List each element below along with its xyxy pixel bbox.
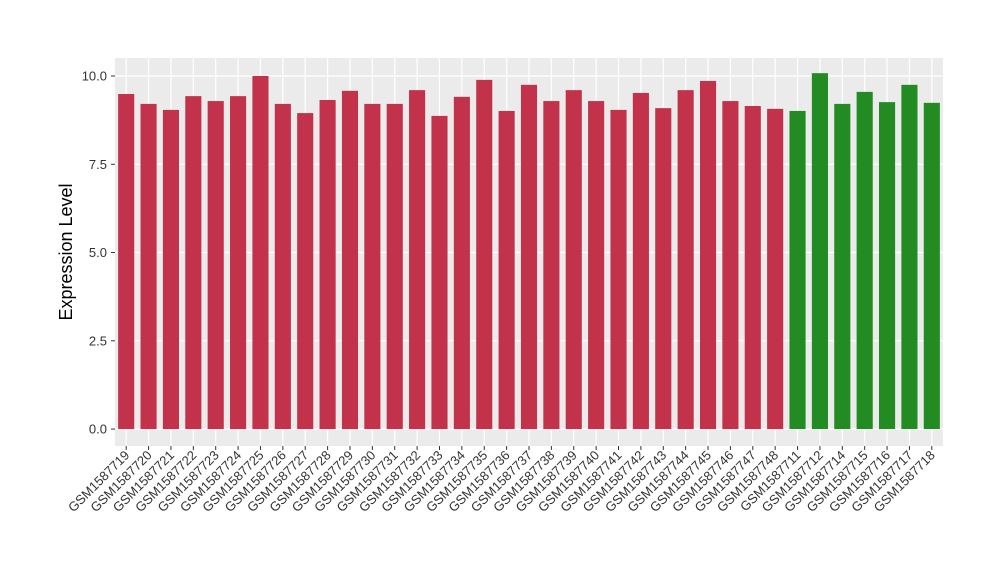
bar bbox=[632, 92, 649, 430]
bar bbox=[856, 91, 873, 430]
bar bbox=[297, 113, 314, 430]
bar bbox=[878, 102, 896, 430]
bar bbox=[901, 84, 918, 430]
y-tick-label: 0.0 bbox=[89, 422, 107, 437]
y-axis-label: Expression Level bbox=[56, 183, 76, 320]
bar bbox=[610, 109, 627, 430]
bar bbox=[453, 96, 470, 430]
bar bbox=[543, 101, 560, 430]
y-tick-label: 2.5 bbox=[89, 333, 107, 348]
bar bbox=[520, 84, 538, 430]
bar bbox=[655, 108, 672, 430]
bar bbox=[834, 103, 851, 430]
bar bbox=[118, 94, 135, 430]
bar bbox=[811, 73, 828, 430]
y-tick-label: 10.0 bbox=[82, 69, 107, 84]
bar bbox=[699, 80, 717, 430]
bar bbox=[252, 76, 269, 430]
bar bbox=[565, 90, 582, 430]
bar bbox=[744, 106, 761, 430]
bar bbox=[319, 100, 336, 430]
bar bbox=[140, 103, 157, 430]
bar bbox=[923, 102, 940, 430]
y-tick-label: 7.5 bbox=[89, 157, 107, 172]
bar bbox=[588, 101, 605, 430]
bar bbox=[162, 109, 180, 430]
bar bbox=[207, 101, 224, 430]
bar bbox=[274, 103, 291, 430]
bar bbox=[364, 103, 381, 430]
y-tick-label: 5.0 bbox=[89, 245, 107, 260]
bar bbox=[722, 101, 739, 430]
bar bbox=[677, 90, 694, 430]
bar bbox=[409, 90, 426, 430]
bar bbox=[185, 96, 202, 430]
bar bbox=[789, 110, 806, 430]
bar bbox=[476, 79, 493, 430]
bar bbox=[341, 90, 359, 430]
bar bbox=[230, 96, 247, 430]
bar bbox=[431, 115, 448, 430]
bar bbox=[767, 108, 784, 430]
bar bbox=[498, 110, 515, 430]
bar bbox=[386, 103, 403, 430]
